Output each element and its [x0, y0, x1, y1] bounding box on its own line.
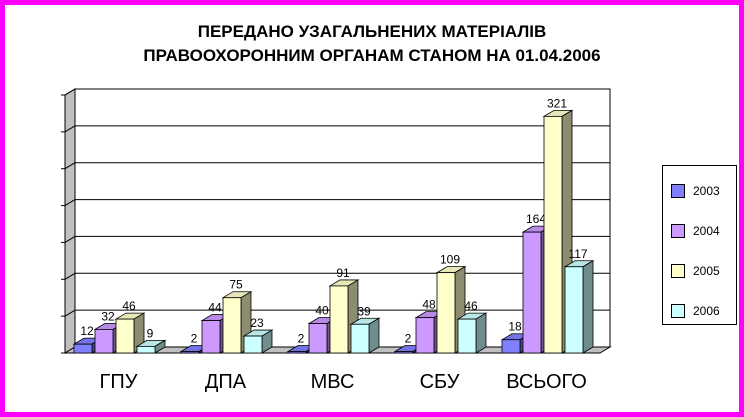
- data-label: 32: [101, 309, 115, 323]
- legend-swatch-2003: [671, 183, 685, 198]
- bar-2003-5: [501, 339, 521, 354]
- data-label: 2: [298, 332, 305, 346]
- bar-2005-3: [329, 285, 349, 354]
- legend-swatch-2005: [671, 263, 685, 278]
- bar-2004-1: [94, 329, 114, 354]
- bar-2006-2: [243, 335, 263, 354]
- data-label: 75: [229, 278, 243, 292]
- legend-label-2003: 2003: [693, 183, 720, 198]
- data-label: 46: [122, 299, 136, 313]
- data-label: 321: [547, 96, 567, 110]
- data-label: 40: [315, 304, 329, 318]
- legend-swatch-2006: [671, 303, 685, 318]
- bar-2005-5: [543, 115, 563, 354]
- data-label: 44: [208, 301, 222, 315]
- chart-title-line-2: ПРАВООХОРОННИМ ОРГАНАМ СТАНОМ НА 01.04.2…: [143, 46, 601, 65]
- data-label: 9: [147, 326, 154, 340]
- data-label: 117: [568, 247, 587, 261]
- bar-2005-1: [115, 318, 135, 354]
- chart-legend: 2003 2004 2005 2006: [662, 165, 737, 325]
- bar-side: [368, 317, 380, 354]
- x-tick-label: ВСЬОГО: [506, 371, 587, 393]
- bar-side: [582, 260, 594, 354]
- legend-swatch-2004: [671, 223, 685, 238]
- gridline-side: [64, 88, 76, 96]
- data-label: 46: [464, 299, 478, 313]
- gridline-side: [64, 235, 76, 243]
- bar-2003-4: [394, 351, 414, 354]
- bar-2006-4: [457, 318, 477, 354]
- legend-item-2005: 2005: [671, 263, 720, 278]
- data-label: 109: [440, 253, 460, 267]
- bar-2005-2: [222, 297, 242, 354]
- legend-label-2004: 2004: [693, 223, 720, 238]
- bar-2006-5: [564, 266, 584, 354]
- bar-2003-1: [73, 343, 93, 354]
- bar-2004-4: [415, 317, 435, 354]
- gridline-side: [64, 162, 76, 170]
- bar-side: [475, 312, 487, 354]
- legend-item-2003: 2003: [671, 183, 720, 198]
- legend-label-2006: 2006: [693, 303, 720, 318]
- x-tick-label: СБУ: [420, 371, 460, 393]
- data-label: 39: [357, 304, 371, 318]
- data-label: 18: [508, 320, 522, 334]
- gridline-side: [64, 125, 76, 133]
- bar-2003-3: [287, 351, 307, 354]
- x-tick-label: ДПА: [205, 371, 247, 393]
- bar-2006-1: [136, 345, 156, 354]
- chart-title: ПЕРЕДАНО УЗАГАЛЬНЕНИХ МАТЕРІАЛІВ ПРАВООХ…: [0, 20, 744, 68]
- bar-2004-3: [308, 323, 328, 354]
- bar-2004-5: [522, 231, 542, 354]
- x-tick-label: ГПУ: [100, 371, 138, 393]
- bar-2005-4: [436, 272, 456, 354]
- data-label: 164: [526, 212, 546, 226]
- bar-2003-2: [180, 351, 200, 354]
- legend-item-2004: 2004: [671, 223, 720, 238]
- legend-label-2005: 2005: [693, 263, 720, 278]
- data-label: 2: [191, 332, 198, 346]
- x-tick-label: МВС: [311, 371, 355, 393]
- gridline-side: [64, 272, 76, 280]
- chart-title-line-1: ПЕРЕДАНО УЗАГАЛЬНЕНИХ МАТЕРІАЛІВ: [197, 22, 547, 41]
- legend-item-2006: 2006: [671, 303, 720, 318]
- bar-2006-3: [350, 323, 370, 354]
- bar-2004-2: [201, 320, 221, 354]
- data-label: 91: [336, 266, 350, 280]
- data-label: 23: [250, 316, 264, 330]
- data-label: 12: [80, 324, 94, 338]
- data-label: 48: [422, 298, 436, 312]
- gridline-side: [64, 309, 76, 317]
- gridline-side: [64, 199, 76, 207]
- data-label: 2: [405, 332, 412, 346]
